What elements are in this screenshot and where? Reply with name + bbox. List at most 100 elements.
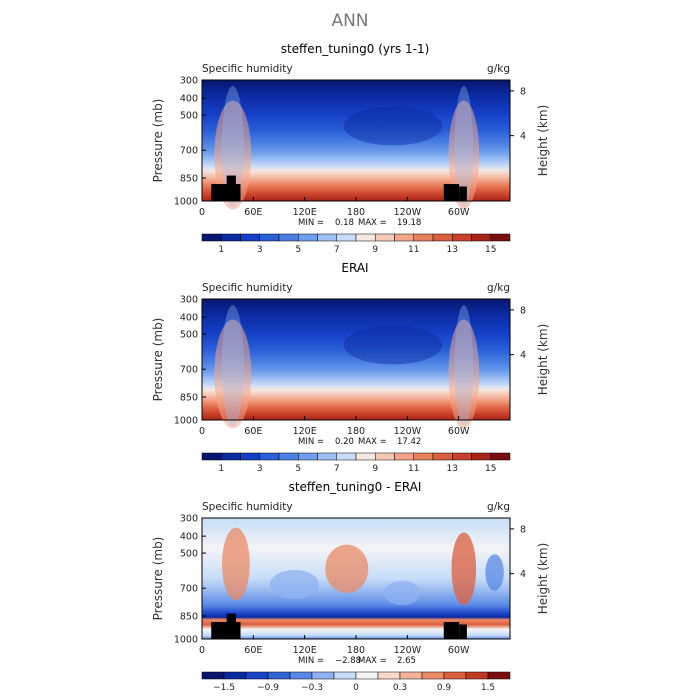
y-tick-label: 850 bbox=[180, 393, 198, 404]
x-tick-label: 0 bbox=[199, 645, 205, 656]
colorbar-box bbox=[487, 671, 511, 680]
colorbar-box bbox=[452, 233, 472, 242]
y-tick-label: 400 bbox=[180, 313, 198, 324]
colorbar-box bbox=[471, 233, 491, 242]
y2-tick-label: 4 bbox=[520, 569, 526, 580]
colorbar-box bbox=[221, 452, 241, 461]
y-tick-label: 700 bbox=[180, 584, 198, 595]
y-tick-label: 1000 bbox=[174, 635, 198, 646]
x-tick-label: 120E bbox=[293, 645, 317, 656]
colorbar-box bbox=[375, 452, 395, 461]
y2-tick-label: 8 bbox=[520, 305, 526, 316]
colorbar-label: 1 bbox=[218, 464, 224, 474]
colorbar-box bbox=[311, 671, 335, 680]
y-tick-label: 500 bbox=[180, 330, 198, 341]
colorbar-label: 11 bbox=[408, 464, 419, 474]
topography-mask bbox=[443, 622, 460, 639]
colorbar: 1 3 5 7 9 11 13 15 bbox=[201, 452, 511, 474]
colorbar-box bbox=[471, 452, 491, 461]
colorbar-box bbox=[355, 671, 379, 680]
y-tick-label: 850 bbox=[180, 612, 198, 623]
colorbar-box bbox=[465, 671, 489, 680]
units-label: g/kg bbox=[487, 63, 510, 75]
colorbar-label: 15 bbox=[485, 245, 496, 255]
colorbar-box bbox=[394, 233, 414, 242]
topography-mask bbox=[459, 624, 467, 639]
colorbar-box bbox=[432, 233, 453, 242]
x-tick-label: 60E bbox=[244, 645, 262, 656]
colorbar-label: −1.5 bbox=[213, 683, 235, 693]
colorbar-box bbox=[377, 671, 401, 680]
colorbar-box bbox=[240, 452, 260, 461]
panel-title: ERAI bbox=[341, 261, 368, 275]
y-tick-label: 400 bbox=[180, 94, 198, 105]
colorbar: 1 3 5 7 9 11 13 15 bbox=[201, 233, 511, 255]
colorbar-box bbox=[452, 452, 472, 461]
y-axis-title: Pressure (mb) bbox=[151, 318, 165, 402]
colorbar-box bbox=[298, 452, 318, 461]
min-value: 0.18 bbox=[335, 218, 354, 228]
y2-axis-title: Height (km) bbox=[536, 105, 550, 176]
anomaly-contour bbox=[485, 554, 504, 591]
colorbar-label: 13 bbox=[447, 464, 458, 474]
panel-title: steffen_tuning0 (yrs 1-1) bbox=[281, 42, 430, 56]
colorbar-label: 1.5 bbox=[481, 683, 495, 693]
anomaly-contour bbox=[222, 527, 250, 601]
colorbar-box bbox=[443, 671, 467, 680]
colorbar-box bbox=[399, 671, 423, 680]
panel-3: steffen_tuning0 - ERAI Specific humidity g… bbox=[151, 480, 550, 693]
colorbar-box bbox=[223, 671, 247, 680]
max-value: 2.65 bbox=[397, 656, 416, 666]
colorbar-label: 3 bbox=[257, 464, 263, 474]
x-tick-label: 180 bbox=[347, 426, 365, 437]
colorbar-box bbox=[201, 671, 225, 680]
y-tick-label: 1000 bbox=[174, 197, 198, 208]
min-label: MIN = bbox=[298, 218, 324, 228]
variable-label: Specific humidity bbox=[202, 63, 293, 75]
topography-mask bbox=[226, 613, 236, 639]
colorbar-box bbox=[289, 671, 313, 680]
x-tick-label: 180 bbox=[347, 207, 365, 218]
anomaly-contour bbox=[269, 570, 320, 600]
colorbar-box bbox=[201, 233, 222, 242]
colorbar-label: 15 bbox=[485, 464, 496, 474]
anomaly-contour bbox=[383, 580, 421, 606]
colorbar-box bbox=[490, 233, 511, 242]
y-tick-label: 500 bbox=[180, 549, 198, 560]
colorbar-box bbox=[201, 452, 222, 461]
topography-mask bbox=[234, 184, 241, 201]
colorbar-box bbox=[240, 233, 260, 242]
colorbar-label: 5 bbox=[295, 245, 301, 255]
max-value: 17.42 bbox=[397, 437, 421, 447]
colorbar-label: −0.3 bbox=[301, 683, 323, 693]
topography-mask bbox=[443, 184, 460, 201]
anomaly-contour bbox=[325, 544, 369, 594]
y-tick-label: 300 bbox=[180, 76, 198, 87]
x-tick-label: 60E bbox=[244, 207, 262, 218]
y-axis-title: Pressure (mb) bbox=[151, 99, 165, 183]
moist-plume bbox=[448, 100, 480, 210]
colorbar-label: 5 bbox=[295, 464, 301, 474]
min-label: MIN = bbox=[298, 656, 324, 666]
y-tick-label: 700 bbox=[180, 365, 198, 376]
colorbar-box bbox=[375, 233, 395, 242]
colorbar-label: 9 bbox=[372, 464, 378, 474]
x-tick-label: 120E bbox=[293, 207, 317, 218]
x-tick-label: 0 bbox=[199, 426, 205, 437]
x-tick-label: 120E bbox=[293, 426, 317, 437]
colorbar-box bbox=[245, 671, 269, 680]
moist-plume bbox=[214, 319, 252, 429]
colorbar-label: 7 bbox=[334, 464, 340, 474]
colorbar-box bbox=[278, 233, 299, 242]
moist-plume bbox=[214, 100, 252, 210]
colorbar-label: 0.3 bbox=[393, 683, 407, 693]
topography-mask bbox=[226, 175, 236, 201]
colorbar-box bbox=[355, 233, 376, 242]
y-tick-label: 500 bbox=[180, 111, 198, 122]
x-tick-label: 120W bbox=[394, 645, 422, 656]
y-tick-label: 400 bbox=[180, 532, 198, 543]
x-tick-label: 0 bbox=[199, 207, 205, 218]
y2-tick-label: 8 bbox=[520, 86, 526, 97]
